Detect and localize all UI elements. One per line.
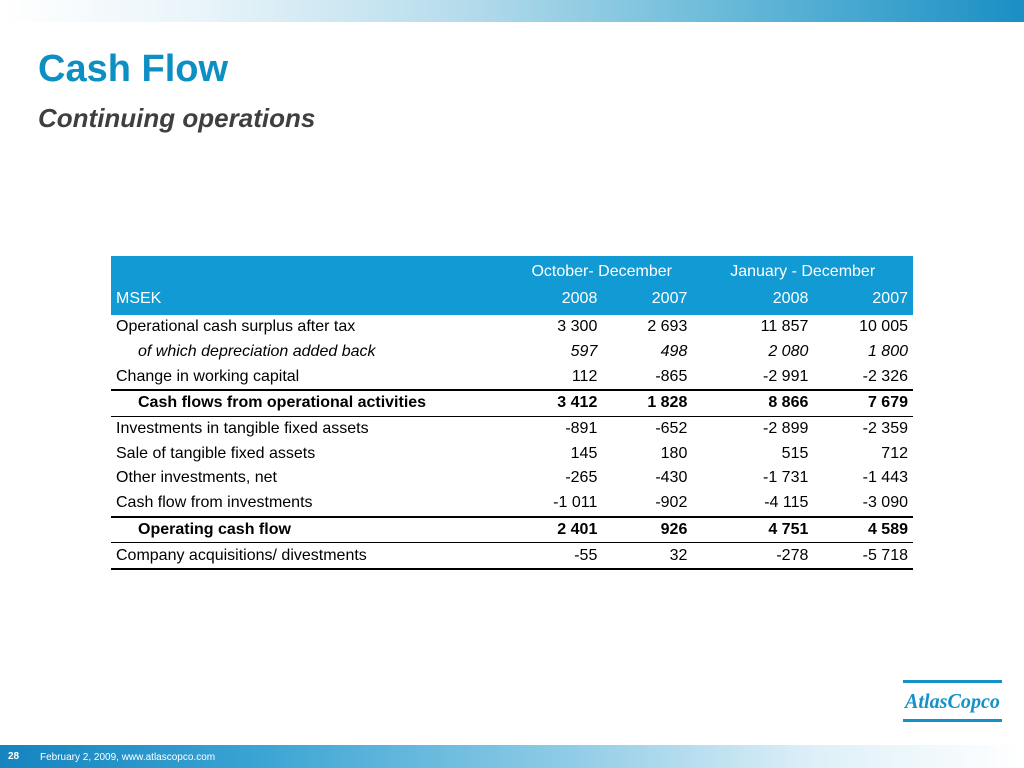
row-value: -1 011 [553,494,598,512]
row-label: Operating cash flow [111,515,512,544]
row-value: -5 718 [813,542,913,570]
row-value: -2 991 [763,367,809,385]
row-value: -2 326 [862,367,908,385]
row-value: 4 751 [692,515,814,544]
header-gradient-band [0,0,1024,22]
row-value: -278 [692,542,814,570]
header-period-year: January - December [692,256,913,285]
row-value: 1 828 [602,389,693,417]
table-row: Cash flows from operational activities 3 … [111,389,913,417]
row-value: 498 [660,343,688,361]
table-row: Operational cash surplus after tax 3 300 2… [111,315,913,340]
row-label: Cash flow from investments [116,494,313,512]
table-row: Sale of tangible fixed assets 145 180 515 71… [111,441,913,466]
table-row: of which depreciation added back 597 498 2 … [111,340,913,365]
row-value: -430 [655,469,688,487]
row-value: -3 090 [862,494,908,512]
row-value: 2 401 [511,515,603,544]
row-value: 10 005 [859,318,908,336]
row-value: -4 115 [764,494,809,512]
table-row: Other investments, net -265 -430 -1 731 -1 4… [111,466,913,491]
table-header-periods: October- December January - December [111,256,913,285]
row-value: 145 [570,444,598,462]
svg-text:AtlasCopco: AtlasCopco [903,689,1000,713]
footer-text: February 2, 2009, www.atlascopco.com [40,752,216,763]
row-value: -2 899 [763,420,809,438]
table-row: Company acquisitions/ divestments -55 32 -2… [111,542,913,570]
header-spacer [111,256,512,285]
row-value: 112 [571,367,598,385]
row-value: 597 [570,343,598,361]
row-label: Change in working capital [116,367,300,385]
row-value: -2 359 [862,420,908,438]
row-label: Sale of tangible fixed assets [116,444,316,462]
row-value: 11 857 [760,318,809,336]
row-value: 515 [781,444,809,462]
footer-gradient-band [0,745,1024,768]
row-value: 1 800 [867,343,908,361]
row-value: -865 [655,367,688,385]
cash-flow-table: October- December January - December MSE… [111,256,913,570]
page-number: 28 [8,751,20,762]
row-value: 8 866 [692,389,814,417]
row-value: 32 [602,542,693,570]
row-value: 2 080 [768,343,809,361]
header-year: 2007 [602,285,693,315]
row-value: -55 [511,542,603,570]
atlas-copco-logo: AtlasCopco [903,679,1002,723]
row-label: Cash flows from operational activities [111,389,512,417]
row-label: Operational cash surplus after tax [116,318,356,336]
row-value: 4 589 [813,515,913,544]
row-value: -652 [655,420,688,438]
table-body: Operational cash surplus after tax 3 300 2… [111,315,913,570]
header-year: 2007 [813,285,913,315]
row-label: Investments in tangible fixed assets [116,420,369,438]
row-label: Other investments, net [116,469,277,487]
row-value: 3 412 [511,389,603,417]
row-value: -1 443 [862,469,908,487]
table-header-years: MSEK 2008 2007 2008 2007 [111,285,913,315]
header-year: 2008 [692,285,814,315]
table-row: Investments in tangible fixed assets -891… [111,416,913,441]
header-period-quarter: October- December [511,256,693,285]
header-year: 2008 [511,285,603,315]
row-label: of which depreciation added back [138,343,376,361]
row-value: 712 [881,444,908,462]
row-value: -265 [565,469,598,487]
row-value: -891 [565,420,598,438]
row-value: -902 [655,494,688,512]
slide-subtitle: Continuing operations [38,103,316,133]
row-value: -1 731 [763,469,809,487]
row-label: Company acquisitions/ divestments [111,542,512,570]
row-value: 7 679 [813,389,913,417]
slide-title: Cash Flow [38,48,229,90]
table-row: Operating cash flow 2 401 926 4 751 4 589 [111,515,913,544]
row-value: 926 [602,515,693,544]
table-row: Cash flow from investments -1 011 -902 -4 1… [111,491,913,517]
row-value: 3 300 [557,318,598,336]
table-row: Change in working capital 112 -865 -2 991 -2… [111,364,913,390]
row-value: 2 693 [647,318,688,336]
row-value: 180 [660,444,688,462]
header-unit: MSEK [111,285,512,315]
